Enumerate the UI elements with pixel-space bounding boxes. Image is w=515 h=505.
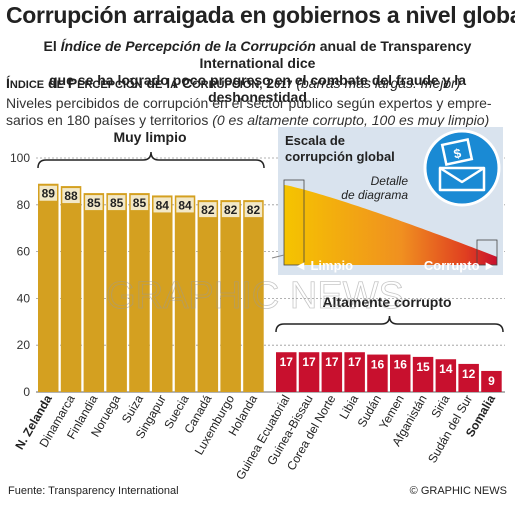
envelope-money-icon: $ [423,129,501,207]
scale-label-corrupt: Corrupto ► [424,258,496,273]
bar [220,200,241,392]
bar-value-label: 12 [462,367,476,381]
credit-note: © GRAPHIC NEWS [409,485,507,497]
bar-value-label: 85 [110,196,124,210]
y-tick-label: 20 [17,338,31,352]
bar [38,183,59,392]
bar-value-label: 16 [371,358,385,372]
bar-label-box [277,354,295,370]
bar-label-box [130,195,149,211]
bar-value-label: 17 [348,355,362,369]
chart-header-label: ÍNDICE dE PERCEPCIÓN dE lA CORRUPCIÓN, 2… [6,75,293,91]
bar-label-box [107,195,126,211]
bar-value-label: 89 [42,187,56,201]
bar-label-box [221,202,240,218]
bar-label-box [459,365,478,381]
chart-header-note: (barras más largas: mejor) [296,75,461,91]
bar [197,200,219,392]
bar-value-label: 9 [488,374,495,388]
bar-value-label: 82 [224,203,238,217]
subtitle-line-2: que se ha logrado poco progreso en el co… [49,72,466,105]
bar-label-box [368,356,387,372]
bar-label-box [323,354,341,370]
svg-text:$: $ [452,145,463,161]
bar [174,195,196,392]
y-tick-label: 80 [17,198,31,212]
inset-detail-1: Detalle [371,174,409,188]
brace-clean [37,151,265,169]
bar-label-box [153,197,171,213]
bar-label-box [62,188,80,204]
y-tick-label: 0 [23,385,30,399]
bar-label-box [85,195,103,211]
description-line-1: Niveles percibidos de corrupción en el s… [6,95,492,111]
inset-detail-2: de diagrama [341,188,408,202]
bar-label-box [345,354,364,370]
bar-value-label: 85 [87,196,101,210]
brace-corrupt [275,315,504,333]
bar-value-label: 17 [325,355,339,369]
bar-label-box [300,354,318,370]
bar [60,186,82,392]
description-line-2: sarios en 180 países y territorios (0 es… [6,112,490,128]
brace-path [37,151,265,169]
bar-value-label: 85 [133,196,147,210]
bar-value-label: 15 [416,360,430,374]
bar-value-label: 17 [280,355,294,369]
bar [243,200,264,392]
bar-value-label: 82 [247,203,261,217]
group-label-clean: Muy limpio [113,129,186,145]
corruption-scale-gradient [284,184,497,265]
subtitle: El Índice de Percepción de la Corrupción… [0,38,515,106]
y-tick-label: 40 [17,291,31,305]
detail-box-corrupt [476,239,498,266]
source-note: Fuente: Transparency International [8,485,179,497]
bar-value-label: 82 [201,203,215,217]
bar-label-box [39,185,57,201]
bar-label-box [414,358,432,374]
bar-label-box [437,361,455,377]
group-label-corrupt: Altamente corrupto [322,294,451,310]
bar-label-box [176,197,194,213]
y-tick-label: 60 [17,245,31,259]
page-title: Corrupción arraigada en gobiernos a nive… [6,2,515,28]
bar-value-label: 14 [439,362,453,376]
subtitle-line-1: El Índice de Percepción de la Corrupción… [43,38,472,71]
bar [152,195,173,392]
detail-box-clean [283,179,305,266]
bar-label-box [391,356,409,372]
bar [83,193,105,392]
watermark: GRAPHIC NEWS [106,275,404,317]
brace-path [275,315,504,333]
bar-label-box [482,372,501,388]
bar-label-box [244,202,263,218]
bar-label-box [199,202,217,218]
scale-label-clean: ◄ Limpio [294,258,353,273]
bar-value-label: 17 [302,355,316,369]
chart-description: Niveles percibidos de corrupción en el s… [6,95,492,129]
chart-header: ÍNDICE dE PERCEPCIÓN dE lA CORRUPCIÓN, 2… [6,75,460,91]
y-tick-label: 100 [10,151,30,165]
inset-title-2: corrupción global [285,149,395,164]
bar-value-label: 88 [64,189,78,203]
bar-value-label: 16 [394,358,408,372]
bar-value-label: 84 [156,198,170,212]
inset-title-1: Escala de [285,133,345,148]
bar [106,193,127,392]
bar [129,193,150,392]
bar-value-label: 84 [178,198,192,212]
